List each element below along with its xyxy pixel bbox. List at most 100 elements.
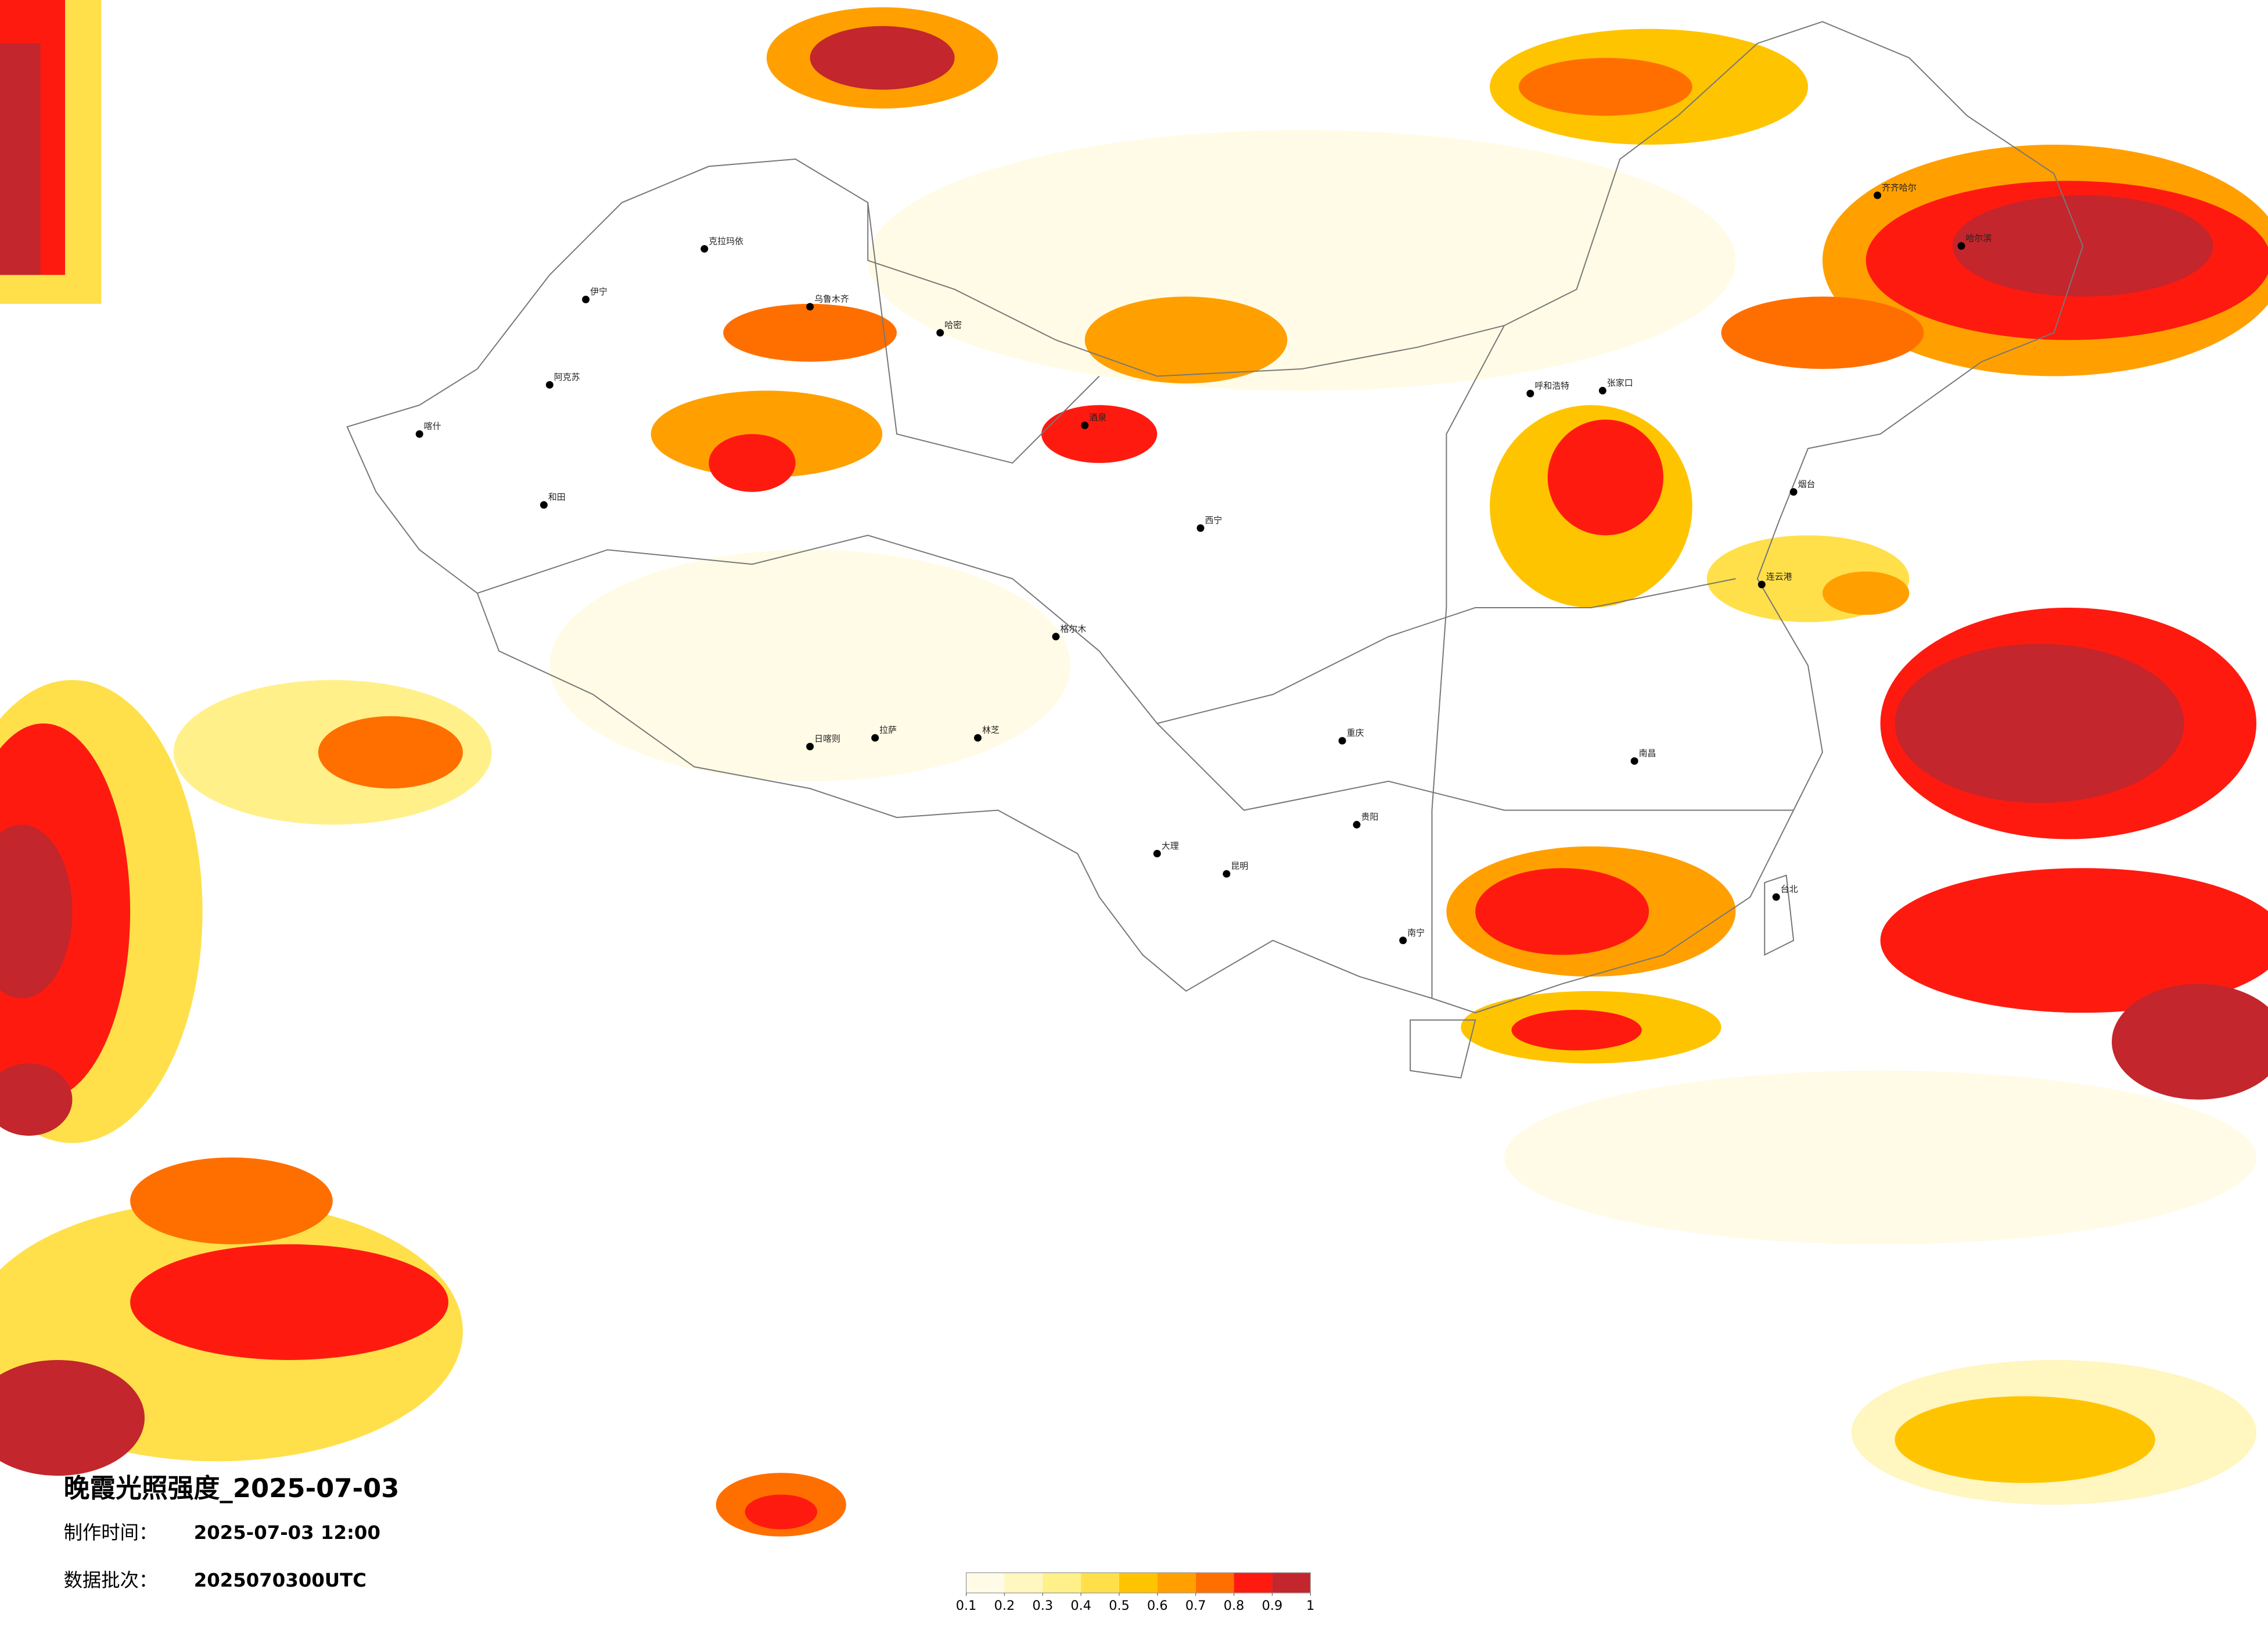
city-label: 格尔木 [1060,623,1086,634]
heat-area [130,1244,449,1360]
borders [346,21,2084,1079]
city-dot [700,245,709,253]
city-dot [1757,580,1766,589]
city-dot [974,734,982,742]
colorbar-tick-label: 0.3 [1032,1598,1053,1613]
heat-area [1041,405,1158,463]
heat-area [1511,1010,1642,1051]
city-dot [582,296,590,303]
city-label: 齐齐哈尔 [1882,182,1917,193]
colorbar-tick-label: 0.9 [1262,1598,1283,1613]
made-time: 2025-07-03 12:00 [194,1522,380,1544]
city-label: 酒泉 [1089,412,1106,423]
city-label: 和田 [548,492,566,503]
colorbar-swatch [1081,1573,1120,1593]
heat-area [1475,868,1649,955]
heat-area [723,303,897,362]
island-border [1410,1019,1476,1079]
city-label: 喀什 [424,421,441,432]
province-border [867,202,1100,464]
heat-area [1895,644,2184,803]
heat-area [1721,296,1924,369]
city-dot [1353,821,1361,829]
map-title: 晚霞光照强度_2025-07-03 [64,1473,400,1504]
city-label: 连云港 [1766,572,1792,582]
colorbar-tick-label: 0.8 [1224,1598,1245,1613]
heat-area [0,824,73,999]
colorbar-swatch [966,1573,1005,1593]
city-label: 日喀则 [814,734,840,744]
colorbar-tick-label: 0.1 [956,1598,977,1613]
heat-area [1895,1396,2155,1483]
city-dot [1196,524,1205,532]
city-label: 大理 [1162,841,1179,851]
city-label: 昆明 [1231,861,1248,871]
heat-area [0,1360,145,1476]
city-label: 林芝 [982,725,1000,735]
city-dot [1772,893,1780,901]
province-border [1156,723,1794,811]
heat-area [1880,868,2268,1013]
city-dot [1223,870,1231,878]
city-label: 乌鲁木齐 [814,294,849,304]
heat-area [1518,58,1692,116]
city-label: 阿克苏 [554,372,580,382]
heat-area [130,1157,333,1244]
city-label: 南昌 [1639,748,1656,758]
colorbar-tick-label: 0.4 [1070,1598,1091,1613]
colorbar-swatch [1272,1573,1311,1593]
city-label: 南宁 [1407,927,1425,938]
city-dot [806,303,814,311]
city-dot [1874,191,1882,199]
heat-area [1084,296,1288,383]
city-dot [1630,757,1638,765]
city-dot [545,381,553,389]
colorbar-swatch [1119,1573,1158,1593]
colorbar-swatch [1195,1573,1234,1593]
city-dot [1081,421,1089,429]
heat-area [650,390,883,478]
batch-label: 数据批次： [64,1569,158,1591]
city-dot [1399,937,1407,945]
colorbar-swatch [1043,1573,1081,1593]
colorbar-frame [965,1572,1311,1594]
city-label: 哈尔滨 [1965,233,1992,243]
colorbar-tick-label: 0.7 [1185,1598,1206,1613]
colorbar-swatch [1234,1573,1273,1593]
city-dot [1338,737,1346,745]
city-label: 台北 [1781,884,1798,895]
city-label: 烟台 [1798,479,1816,489]
colorbar-tick-label: 0.2 [994,1598,1015,1613]
colorbar-tick-label: 0.5 [1109,1598,1130,1613]
heat-field [0,0,2268,1537]
heat-area [745,1494,818,1530]
province-border [477,534,1100,652]
country-border [346,21,2084,1014]
heat-area [709,434,796,492]
heat-area [318,716,463,789]
made-label: 制作时间： [64,1522,158,1544]
city-label: 呼和浩特 [1534,381,1569,391]
colorbar-swatch [1157,1573,1196,1593]
city-label: 克拉玛依 [709,236,743,246]
city-dot [936,329,944,337]
city-dot [1789,488,1798,496]
heat-area [0,1063,73,1136]
heat-area [1822,571,1910,615]
city-dot [1598,386,1606,394]
heat-area [0,43,41,275]
heat-area [1504,1070,2257,1244]
city-label: 贵阳 [1361,812,1378,822]
island-border [1764,874,1795,956]
colorbar: 0.1 0.2 0.3 0.4 0.5 0.6 0.7 0.8 0.9 1 [956,1572,1314,1613]
city-dot [806,742,814,751]
city-dot [540,501,548,509]
city-label: 重庆 [1347,728,1364,738]
colorbar-tick-label: 0.6 [1147,1598,1168,1613]
city-dot [1052,633,1060,641]
heat-area [868,130,1736,391]
city-label: 张家口 [1607,378,1633,388]
city-dot [871,734,879,742]
